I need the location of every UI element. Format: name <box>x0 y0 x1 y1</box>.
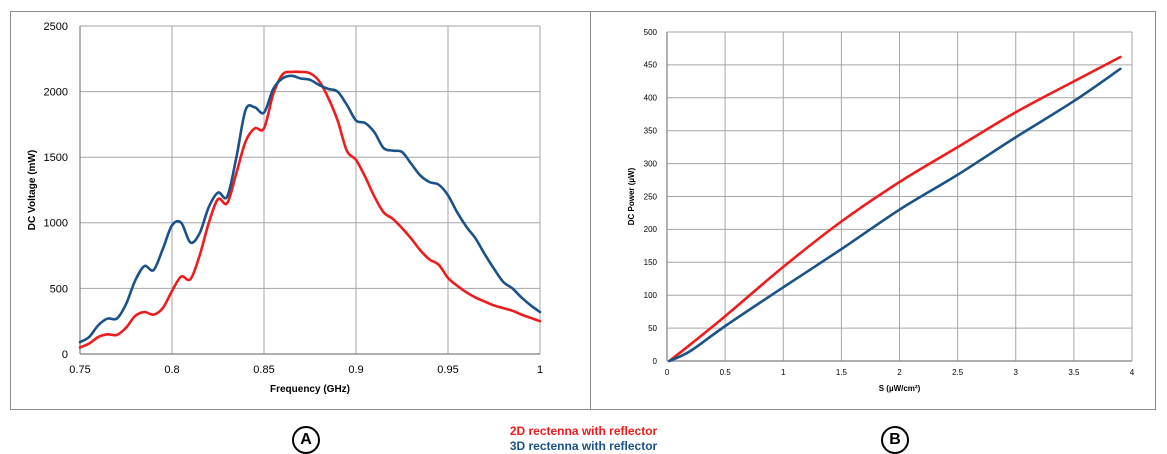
chart-b-ytick-label: 100 <box>644 291 658 300</box>
legend-3d-rectenna: 3D rectenna with reflector <box>509 439 658 453</box>
chart-a-xtick-label: 1 <box>537 364 543 376</box>
chart-b-ytick-label: 150 <box>644 258 658 267</box>
chart-b-ytick-label: 400 <box>644 94 658 103</box>
chart-a-xtick-label: 0.95 <box>437 364 458 376</box>
chart-a-ytick-label: 500 <box>50 283 68 295</box>
chart-b-xtick-label: 0 <box>665 368 670 377</box>
chart-a-ytick-label: 2000 <box>44 86 68 98</box>
chart-a-ytick-label: 0 <box>62 349 68 361</box>
chart-a-x-axis-title: Frequency (GHz) <box>270 384 350 395</box>
panel-a-label: A <box>292 426 320 454</box>
chart-b-x-axis-title: S (µW/cm²) <box>879 384 921 393</box>
chart-b-xtick-label: 0.5 <box>720 368 732 377</box>
chart-b-ytick-label: 450 <box>644 61 658 70</box>
chart-b-ytick-label: 300 <box>644 159 658 168</box>
chart-a-ytick-label: 2500 <box>44 21 68 33</box>
panel-b-label: B <box>881 426 909 454</box>
chart-b-xtick-label: 1.5 <box>836 368 848 377</box>
chart-b-xtick-label: 2.5 <box>952 368 964 377</box>
chart-b-ytick-label: 500 <box>644 28 658 37</box>
chart-b-ytick-label: 50 <box>648 324 657 333</box>
chart-a-ytick-label: 1500 <box>44 152 68 164</box>
chart-b-frame <box>590 11 1156 410</box>
chart-b-ytick-label: 0 <box>653 357 658 366</box>
chart-a: 0.75 0.8 0.85 0.9 0.95 1 0 500 1000 1500 2000 2500 F… <box>27 21 543 395</box>
chart-a-series-3d-line <box>78 74 542 344</box>
chart-b-xtick-label: 2 <box>897 368 902 377</box>
chart-a-xtick-label: 0.9 <box>348 364 363 376</box>
chart-b-xtick-label: 4 <box>1130 368 1135 377</box>
chart-a-series-2d-line <box>78 70 542 349</box>
chart-b-series-2d-line <box>668 55 1122 363</box>
chart-b-y-axis-title: DC Power (µW) <box>627 167 636 225</box>
chart-b-ytick-label: 250 <box>644 192 658 201</box>
chart-b-xtick-label: 3.5 <box>1068 368 1080 377</box>
chart-a-xtick-label: 0.85 <box>253 364 274 376</box>
chart-a-ytick-label: 1000 <box>44 218 68 230</box>
chart-a-y-axis-title: DC Voltage (mW) <box>27 150 38 230</box>
chart-b: 0 0.5 1 1.5 2 2.5 3 3.5 4 0 50 100 150 200 250 300 350 40… <box>627 28 1135 393</box>
chart-b-xtick-label: 3 <box>1014 368 1019 377</box>
chart-b-ytick-label: 200 <box>644 225 658 234</box>
chart-b-ytick-label: 350 <box>644 127 658 136</box>
chart-b-xtick-label: 1 <box>781 368 786 377</box>
chart-b-series-3d-line <box>668 67 1122 363</box>
chart-a-xtick-label: 0.75 <box>69 364 90 376</box>
legend-2d-rectenna: 2D rectenna with reflector <box>509 424 658 438</box>
chart-a-xtick-label: 0.8 <box>164 364 179 376</box>
